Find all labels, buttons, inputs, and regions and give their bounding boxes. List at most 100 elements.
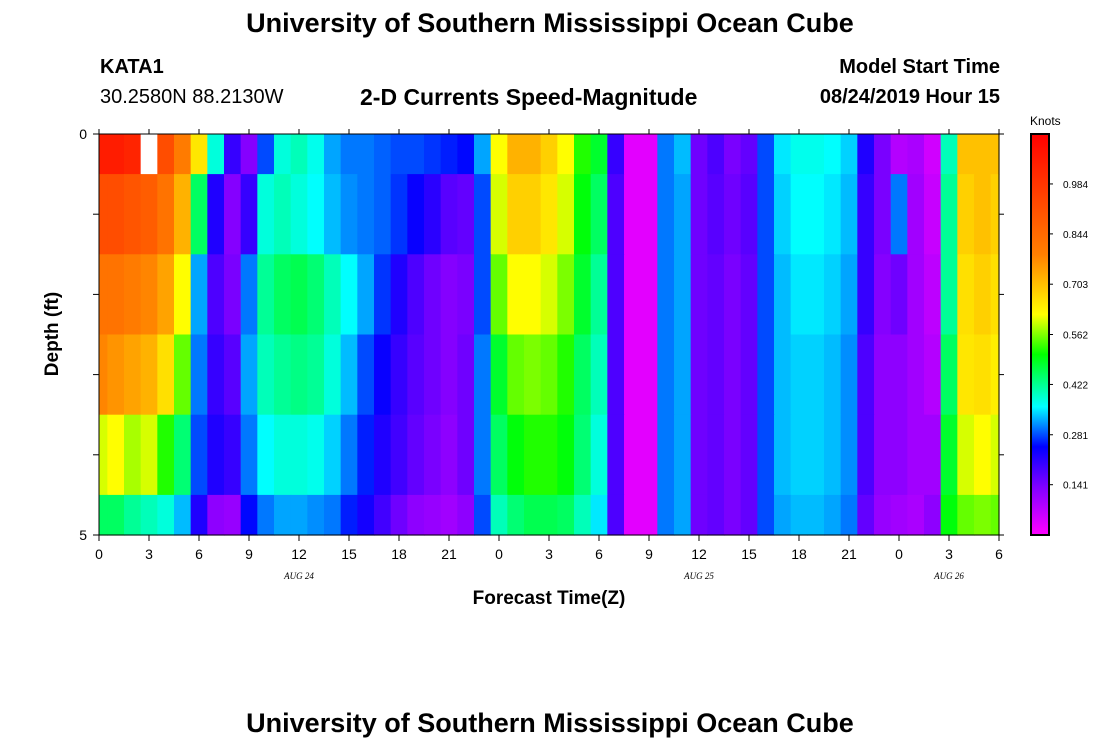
heatmap-cell (857, 494, 875, 536)
heatmap-cell (140, 254, 158, 336)
heatmap-cell (890, 414, 908, 496)
colorbar-tick-label: 0.844 (1063, 230, 1088, 241)
model-start-label: Model Start Time (839, 56, 1000, 78)
heatmap-cell (740, 134, 758, 175)
heatmap-cell (540, 414, 558, 496)
heatmap-cell (774, 254, 792, 336)
heatmap-cell (424, 494, 442, 536)
heatmap-cell (840, 334, 858, 416)
heatmap-cell (840, 254, 858, 336)
heatmap-cell (857, 334, 875, 416)
heatmap-cell (824, 494, 842, 536)
heatmap-cell (174, 414, 192, 496)
heatmap-cell (874, 134, 892, 175)
x-tick-label: 6 (195, 546, 203, 562)
heatmap-cell (174, 134, 192, 175)
heatmap-cell (440, 334, 458, 416)
heatmap-cell (774, 494, 792, 536)
heatmap-cell (457, 174, 475, 255)
heatmap-cell (490, 174, 508, 255)
y-axis: 05 (79, 126, 1004, 543)
heatmap-cell (474, 334, 492, 416)
heatmap-cell (390, 174, 408, 255)
heatmap-cell (290, 134, 308, 175)
x-tick-label: 21 (441, 546, 457, 562)
heatmap-cell (157, 254, 175, 336)
heatmap-cell (524, 414, 542, 496)
station-coordinates: 30.2580N 88.2130W (100, 86, 284, 108)
heatmap-cell (257, 134, 275, 175)
heatmap-cell (957, 134, 975, 175)
heatmap-cell (690, 174, 708, 255)
heatmap-cell (557, 134, 575, 175)
heatmap-cell (707, 494, 725, 536)
heatmap-cell (540, 174, 558, 255)
heatmap-cell (357, 414, 375, 496)
heatmap-cell (724, 254, 742, 336)
heatmap-cell (590, 174, 608, 255)
heatmap-cell (207, 494, 225, 536)
heatmap-cell (157, 414, 175, 496)
heatmap-cell (790, 174, 808, 255)
heatmap-cell (624, 174, 642, 255)
heatmap-cell (657, 494, 675, 536)
heatmap-cell (957, 334, 975, 416)
heatmap-cell (974, 134, 992, 175)
heatmap-cell (724, 174, 742, 255)
heatmap-cell (324, 134, 342, 175)
x-tick-label: 18 (391, 546, 407, 562)
heatmap-cell (590, 134, 608, 175)
heatmap-cell (907, 494, 925, 536)
heatmap-cell (557, 254, 575, 336)
x-tick-label: 12 (291, 546, 307, 562)
heatmap-cell (140, 174, 158, 255)
x-tick-label: 0 (95, 546, 103, 562)
heatmap-cell (140, 494, 158, 536)
heatmap-cell (990, 254, 1000, 336)
heatmap-cell (674, 254, 692, 336)
heatmap-cell (590, 254, 608, 336)
heatmap-cell (440, 134, 458, 175)
heatmap-cell (324, 254, 342, 336)
x-tick-label: 0 (495, 546, 503, 562)
heatmap-cell (257, 414, 275, 496)
heatmap-cell (190, 134, 208, 175)
heatmap-cell (474, 134, 492, 175)
heatmap-cell (374, 334, 392, 416)
y-tick-label: 5 (79, 527, 87, 543)
heatmap-cell (307, 134, 325, 175)
heatmap-cell (507, 174, 525, 255)
heatmap-cell (507, 494, 525, 536)
heatmap-cell (124, 334, 142, 416)
heatmap-cell (807, 414, 825, 496)
heatmap-cell (707, 334, 725, 416)
heatmap-cell (840, 174, 858, 255)
heatmap-cell (824, 334, 842, 416)
heatmap-cell (574, 414, 592, 496)
heatmap-cell (407, 334, 425, 416)
heatmap-cell (690, 254, 708, 336)
heatmap-cell (674, 174, 692, 255)
heatmap-cell (790, 134, 808, 175)
heatmap-cell (374, 494, 392, 536)
heatmap-cell (407, 254, 425, 336)
heatmap-cell (724, 494, 742, 536)
heatmap-cell (574, 134, 592, 175)
heatmap-cell (607, 174, 625, 255)
x-tick-label: 9 (245, 546, 253, 562)
heatmap-cell (774, 134, 792, 175)
heatmap-cell (857, 134, 875, 175)
heatmap-cell (774, 174, 792, 255)
heatmap-cell (657, 174, 675, 255)
heatmap-cell (757, 334, 775, 416)
heatmap-cell (524, 494, 542, 536)
heatmap-cell (607, 334, 625, 416)
heatmap-cell (890, 334, 908, 416)
heatmap-cell (99, 334, 108, 416)
heatmap-cell (790, 254, 808, 336)
heatmap-cell (557, 494, 575, 536)
x-tick-label: 15 (341, 546, 357, 562)
heatmap-cell (907, 334, 925, 416)
x-tick-label: 3 (145, 546, 153, 562)
heatmap-cell (990, 174, 1000, 255)
